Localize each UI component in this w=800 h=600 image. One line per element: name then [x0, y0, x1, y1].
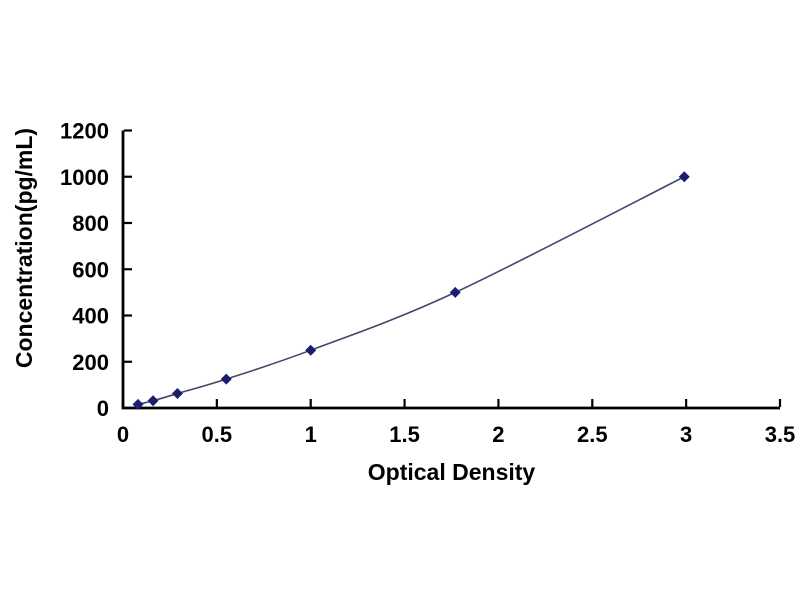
series-line — [137, 176, 685, 406]
data-point-marker — [132, 398, 144, 410]
x-tick-label: 1 — [305, 422, 317, 447]
y-tick-label: 200 — [72, 350, 109, 375]
data-point-marker — [220, 373, 232, 385]
y-tick-label: 1000 — [60, 165, 109, 190]
x-tick-label: 2.5 — [577, 422, 608, 447]
data-point-marker — [171, 388, 183, 400]
data-point-marker — [449, 286, 461, 298]
x-tick-label: 3 — [680, 422, 692, 447]
data-point-marker — [678, 171, 690, 183]
y-axis-title: Concentration(pg/mL) — [11, 127, 37, 369]
y-tick-label: 0 — [97, 396, 109, 421]
x-tick-label: 2 — [492, 422, 504, 447]
data-point-marker — [305, 344, 317, 356]
data-point-marker — [147, 395, 159, 407]
x-axis-title: Optical Density — [367, 459, 536, 485]
axis-lines — [121, 130, 780, 410]
y-tick-label: 400 — [72, 304, 109, 329]
y-tick-label: 1200 — [60, 119, 109, 144]
x-tick-label: 1.5 — [389, 422, 420, 447]
x-tick-label: 0 — [117, 422, 129, 447]
x-tick-label: 0.5 — [202, 422, 233, 447]
x-tick-label: 3.5 — [765, 422, 796, 447]
y-tick-label: 600 — [72, 257, 109, 282]
y-tick-label: 800 — [72, 211, 109, 236]
